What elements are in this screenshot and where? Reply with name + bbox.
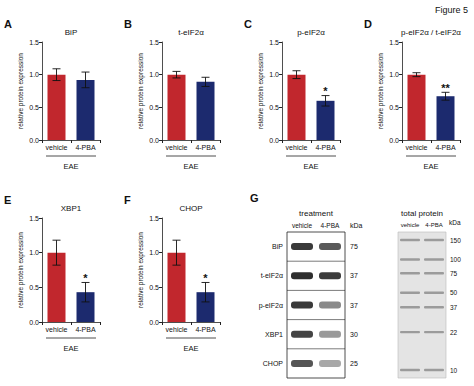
svg-text:10: 10: [450, 367, 458, 374]
svg-text:p-eIF2α: p-eIF2α: [259, 302, 283, 310]
svg-text:CHOP: CHOP: [263, 360, 284, 367]
svg-text:37: 37: [350, 302, 358, 309]
svg-text:treatment: treatment: [299, 209, 334, 218]
svg-text:1.0: 1.0: [389, 71, 399, 78]
svg-text:4-PBA: 4-PBA: [195, 144, 216, 151]
svg-text:1.5: 1.5: [149, 215, 159, 222]
svg-text:t-eIF2α: t-eIF2α: [178, 28, 204, 37]
svg-text:1.0: 1.0: [29, 249, 39, 256]
svg-text:1.5: 1.5: [389, 39, 399, 46]
svg-text:relative protein expression: relative protein expression: [137, 53, 145, 129]
svg-text:XBP1: XBP1: [265, 331, 283, 338]
svg-text:D: D: [364, 18, 372, 30]
svg-text:*: *: [203, 272, 208, 284]
svg-text:t-eIF2α: t-eIF2α: [261, 272, 283, 279]
svg-text:0.0: 0.0: [149, 137, 159, 144]
svg-text:vehicle: vehicle: [166, 326, 188, 333]
svg-text:EAE: EAE: [63, 344, 78, 353]
svg-text:relative protein expression: relative protein expression: [137, 232, 145, 308]
svg-text:EAE: EAE: [423, 162, 438, 171]
svg-text:EAE: EAE: [63, 162, 78, 171]
svg-text:*: *: [83, 272, 88, 284]
svg-text:25: 25: [350, 360, 358, 367]
svg-text:150: 150: [450, 237, 461, 244]
svg-text:37: 37: [450, 304, 458, 311]
svg-text:1.5: 1.5: [269, 39, 279, 46]
svg-text:4-PBA: 4-PBA: [75, 326, 96, 333]
svg-text:4-PBA: 4-PBA: [75, 144, 96, 151]
svg-text:vehicle: vehicle: [286, 144, 308, 151]
svg-text:vehicle: vehicle: [292, 222, 313, 229]
svg-text:B: B: [124, 18, 132, 30]
svg-text:vehicle: vehicle: [401, 222, 420, 228]
svg-text:CHOP: CHOP: [179, 204, 202, 213]
svg-text:4-PBA: 4-PBA: [315, 144, 336, 151]
svg-text:C: C: [244, 18, 252, 30]
svg-text:4-PBA: 4-PBA: [321, 222, 340, 229]
svg-text:A: A: [4, 18, 12, 30]
svg-text:vehicle: vehicle: [46, 326, 68, 333]
svg-text:50: 50: [450, 289, 458, 296]
svg-text:1.0: 1.0: [149, 249, 159, 256]
svg-text:1.5: 1.5: [29, 39, 39, 46]
svg-text:1.0: 1.0: [29, 71, 39, 78]
svg-text:1.0: 1.0: [149, 71, 159, 78]
svg-text:0.5: 0.5: [389, 104, 399, 111]
svg-text:**: **: [441, 82, 450, 94]
svg-text:100: 100: [450, 256, 461, 263]
svg-text:4-PBA: 4-PBA: [435, 144, 456, 151]
svg-text:75: 75: [350, 243, 358, 250]
svg-text:EAE: EAE: [183, 344, 198, 353]
svg-text:75: 75: [450, 270, 458, 277]
svg-text:relative protein expression: relative protein expression: [17, 232, 25, 308]
svg-text:EAE: EAE: [183, 162, 198, 171]
svg-text:30: 30: [350, 331, 358, 338]
svg-text:vehicle: vehicle: [46, 144, 68, 151]
svg-text:1.5: 1.5: [29, 215, 39, 222]
svg-text:*: *: [323, 85, 328, 97]
svg-text:p-eIF2α / t-eIF2α: p-eIF2α / t-eIF2α: [401, 28, 461, 37]
svg-text:BiP: BiP: [272, 243, 283, 250]
svg-text:37: 37: [350, 272, 358, 279]
svg-text:4-PBA: 4-PBA: [425, 222, 442, 228]
svg-text:0.5: 0.5: [149, 104, 159, 111]
svg-text:total protein: total protein: [401, 209, 443, 218]
svg-text:vehicle: vehicle: [406, 144, 428, 151]
svg-text:F: F: [124, 194, 131, 206]
svg-text:XBP1: XBP1: [61, 204, 82, 213]
svg-text:relative protein expression: relative protein expression: [257, 53, 265, 129]
svg-text:Figure 5: Figure 5: [435, 5, 468, 15]
svg-text:G: G: [250, 192, 259, 204]
svg-text:1.0: 1.0: [269, 71, 279, 78]
svg-text:kDa: kDa: [449, 219, 461, 226]
svg-text:0.0: 0.0: [269, 137, 279, 144]
svg-text:22: 22: [450, 329, 458, 336]
svg-text:vehicle: vehicle: [166, 144, 188, 151]
svg-text:p-eIF2α: p-eIF2α: [297, 28, 325, 37]
svg-text:0.5: 0.5: [29, 284, 39, 291]
svg-text:kDa: kDa: [350, 222, 363, 229]
svg-text:0.5: 0.5: [149, 284, 159, 291]
svg-text:E: E: [4, 194, 11, 206]
svg-text:0.0: 0.0: [29, 319, 39, 326]
svg-text:0.5: 0.5: [29, 104, 39, 111]
svg-text:relative protein expression: relative protein expression: [377, 53, 385, 129]
svg-text:0.5: 0.5: [269, 104, 279, 111]
svg-text:0.0: 0.0: [149, 319, 159, 326]
svg-text:4-PBA: 4-PBA: [195, 326, 216, 333]
svg-text:0.0: 0.0: [29, 137, 39, 144]
svg-text:BiP: BiP: [65, 28, 77, 37]
svg-text:1.5: 1.5: [149, 39, 159, 46]
svg-text:EAE: EAE: [303, 162, 318, 171]
svg-text:relative protein expression: relative protein expression: [17, 53, 25, 129]
svg-text:0.0: 0.0: [389, 137, 399, 144]
